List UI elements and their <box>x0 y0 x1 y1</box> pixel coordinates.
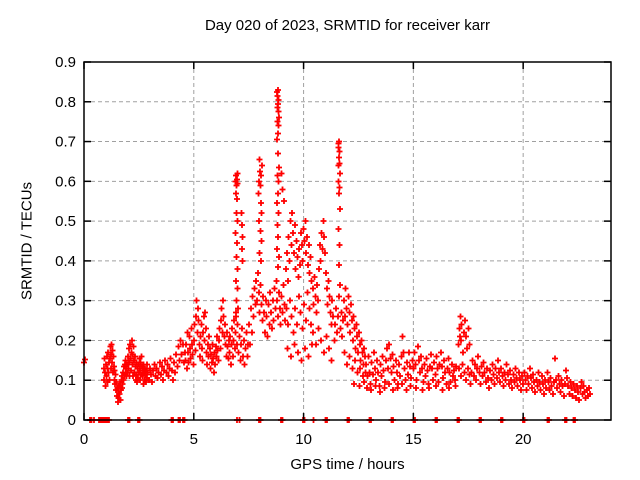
y-tick-label: 0.9 <box>55 54 76 71</box>
y-tick-label: 0.1 <box>55 372 76 389</box>
y-axis-label: SRMTID / TECUs <box>18 181 36 301</box>
y-tick-label: 0 <box>68 412 76 429</box>
y-tick-label: 0.5 <box>55 213 76 230</box>
chart-title: Day 020 of 2023, SRMTID for receiver kar… <box>204 17 491 34</box>
x-tick-label: 20 <box>515 431 532 448</box>
y-tick-label: 0.7 <box>55 134 76 151</box>
y-tick-label: 0.6 <box>55 173 76 190</box>
x-tick-label: 5 <box>190 431 198 448</box>
x-tick-label: 0 <box>80 431 88 448</box>
x-tick-label: 15 <box>405 431 422 448</box>
x-axis-label: GPS time / hours <box>290 456 405 473</box>
y-tick-label: 0.2 <box>55 332 76 349</box>
plot-border <box>83 61 612 421</box>
data-points <box>81 87 593 423</box>
y-tick-label: 0.3 <box>55 293 76 310</box>
x-tick-label: 10 <box>295 431 312 448</box>
y-tick-label: 0.4 <box>55 253 76 270</box>
y-tick-label: 0.8 <box>55 94 76 111</box>
